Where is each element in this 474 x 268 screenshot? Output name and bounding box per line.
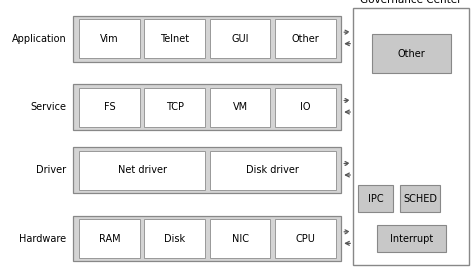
Bar (73, 84, 341, 130)
Bar (210, 151, 336, 190)
Text: Disk: Disk (164, 233, 185, 244)
Bar (210, 88, 270, 127)
Text: Hardware: Hardware (19, 233, 66, 244)
Bar (73, 147, 341, 193)
Bar (353, 8, 469, 265)
Bar (73, 16, 341, 62)
Text: CPU: CPU (295, 233, 315, 244)
Bar (373, 34, 450, 73)
Text: Governance Center: Governance Center (360, 0, 462, 5)
Text: NIC: NIC (231, 233, 248, 244)
Bar (79, 151, 205, 190)
Text: Interrupt: Interrupt (390, 233, 433, 244)
Bar (145, 19, 205, 58)
Bar (377, 225, 446, 252)
Text: IPC: IPC (368, 194, 383, 204)
Text: FS: FS (104, 102, 115, 112)
Bar (79, 88, 140, 127)
Bar (73, 216, 341, 261)
Text: Driver: Driver (36, 165, 66, 175)
Bar (79, 219, 140, 258)
Text: GUI: GUI (231, 34, 249, 44)
Bar (275, 219, 336, 258)
Bar (145, 88, 205, 127)
Text: IO: IO (300, 102, 310, 112)
Text: RAM: RAM (99, 233, 120, 244)
Text: Service: Service (30, 102, 66, 112)
Bar (210, 19, 270, 58)
Text: Other: Other (292, 34, 319, 44)
Bar (210, 219, 270, 258)
Bar (358, 185, 392, 212)
Bar (79, 19, 140, 58)
Bar (400, 185, 439, 212)
Bar (145, 219, 205, 258)
Bar (275, 88, 336, 127)
Text: Disk driver: Disk driver (246, 165, 299, 175)
Text: Other: Other (398, 49, 425, 59)
Text: Net driver: Net driver (118, 165, 166, 175)
Text: Telnet: Telnet (160, 34, 189, 44)
Text: SCHED: SCHED (403, 194, 437, 204)
Text: Vim: Vim (100, 34, 119, 44)
Bar (275, 19, 336, 58)
Text: Application: Application (11, 34, 66, 44)
Text: TCP: TCP (166, 102, 184, 112)
Text: VM: VM (232, 102, 247, 112)
